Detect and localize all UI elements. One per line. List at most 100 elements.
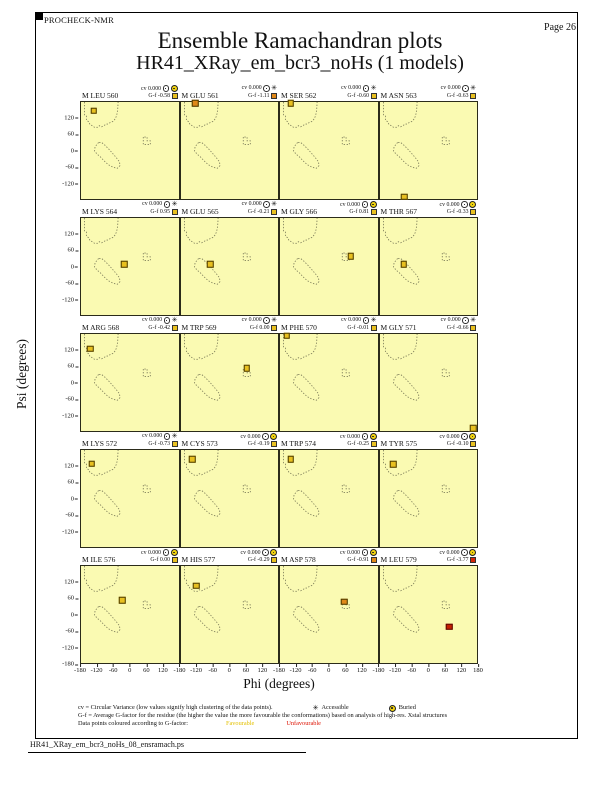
cv-line: cv 0.000	[141, 85, 178, 92]
gf-line: G-f -0.60	[347, 92, 377, 99]
plot-area	[279, 449, 379, 548]
beta-region-outline	[382, 566, 418, 592]
xtick-label: -180	[372, 663, 385, 674]
cv-dial-icon	[362, 317, 370, 324]
gf-swatch	[271, 324, 277, 331]
beta-region-outline	[382, 102, 418, 128]
gf-label: G-f -0.19	[247, 440, 270, 447]
page-subtitle: HR41_XRay_em_bcr3_noHs (1 models)	[136, 52, 464, 74]
corner-mark	[35, 12, 43, 20]
data-point	[446, 623, 453, 630]
cv-dial-icon	[361, 549, 368, 556]
gf-line: G-f 0.81	[349, 208, 377, 215]
ramachandran-cell: M TRP 574 cv 0.000 G-f -0.25	[279, 432, 379, 548]
accessible-star-icon: ✳	[370, 316, 377, 325]
beta-region-outline	[84, 102, 119, 128]
xtick-label: 0	[327, 663, 331, 674]
cv-label: cv 0.000	[440, 85, 461, 92]
gf-label: G-f -0.91	[347, 556, 369, 563]
left-handed-alpha-region-outline	[242, 136, 251, 146]
region-overlay	[183, 218, 251, 285]
gf-label: G-f -0.01	[347, 324, 369, 331]
residue-label: M TRP 569	[181, 323, 217, 332]
ramachandran-cell: M LEU 579 cv 0.000 G-f -3.77	[378, 548, 479, 664]
cv-label: cv 0.000	[440, 317, 461, 324]
ytick-label: 120	[64, 114, 78, 121]
cell-header: M ILE 576 cv 0.000 G-f 0.00	[80, 548, 180, 565]
plot-area	[378, 101, 478, 201]
plot-area	[179, 333, 279, 432]
cell-header: M ARG 568 cv 0.000 ✳ G-f -0.42	[80, 316, 180, 333]
data-point	[118, 596, 126, 604]
cv-dial-icon	[263, 317, 270, 324]
data-point	[400, 261, 408, 268]
gf-label: G-f -0.58	[148, 92, 170, 99]
ytick-label: 60	[67, 362, 78, 370]
cv-line: cv 0.000 ✳	[441, 85, 476, 92]
data-point	[192, 99, 199, 107]
buried-dot-icon	[369, 433, 377, 440]
plot-area	[80, 449, 180, 548]
plot-area	[279, 565, 379, 664]
left-handed-alpha-region-outline	[142, 600, 151, 610]
x-axis-title: Phi (degrees)	[243, 676, 315, 691]
ytick-label: 0	[70, 263, 79, 270]
ramachandran-cell: M LYS 572 cv 0.000 ✳ G-f -0.73	[80, 432, 180, 548]
left-handed-alpha-region-outline	[242, 484, 251, 494]
xtick-label: 60	[441, 663, 449, 674]
gf-swatch	[470, 440, 476, 447]
region-overlay	[283, 334, 350, 401]
ytick-label: 60	[67, 130, 78, 138]
cv-label: cv 0.000	[340, 201, 360, 208]
accessible-star-icon: ✳	[370, 84, 377, 93]
region-overlay	[84, 102, 151, 169]
legend-accessible-label: Accessible	[321, 704, 349, 711]
residue-label: M SER 562	[281, 91, 317, 100]
region-overlay	[84, 566, 151, 633]
ramachandran-cell: M THR 567 cv 0.000 G-f -0.33	[378, 200, 478, 316]
residue-label: M ILE 576	[82, 555, 116, 564]
ytick-label: 60	[67, 594, 78, 602]
cv-dial-icon	[462, 317, 469, 324]
cv-label: cv 0.000	[241, 201, 262, 208]
cell-header: M SER 562 cv 0.000 ✳ G-f -0.60	[279, 84, 379, 101]
data-point	[243, 365, 250, 372]
cell-header: M ASN 563 cv 0.000 ✳ G-f -0.63	[379, 84, 479, 101]
gf-label: G-f -0.33	[446, 208, 469, 215]
cv-dial-icon	[462, 85, 469, 92]
ramachandran-cell: M ILE 576 cv 0.000 G-f 0.00	[80, 548, 180, 664]
alpha-region-outline	[392, 489, 419, 517]
cv-label: cv 0.000	[142, 201, 163, 208]
beta-region-outline	[382, 334, 418, 360]
plot-area	[80, 217, 180, 316]
cell-header: M ASP 578 cv 0.000 G-f -0.91	[279, 548, 379, 565]
region-overlay	[283, 218, 350, 285]
gf-swatch	[171, 556, 178, 563]
cell-header: M LYS 564 cv 0.000 ✳ G-f 0.95	[80, 200, 180, 217]
cell-header: M LEU 579 cv 0.000 G-f -3.77	[379, 548, 479, 565]
xtick-label: -60	[108, 663, 118, 674]
ytick-label: -120	[62, 644, 78, 651]
gf-swatch	[271, 440, 277, 447]
cv-label: cv 0.000	[341, 85, 362, 92]
legend-line3: Data points coloured according to G-fact…	[78, 720, 188, 728]
beta-region-outline	[84, 566, 119, 592]
ytick-label: -120	[62, 528, 78, 535]
residue-label: M THR 567	[380, 207, 418, 216]
plot-area	[179, 217, 279, 316]
gf-line: G-f -0.63	[447, 92, 476, 99]
gf-label: G-f -3.77	[446, 556, 469, 563]
ramachandran-cell: M LEU 560 cv 0.000 G-f -0.58	[80, 84, 180, 200]
plot-area	[378, 217, 478, 316]
residue-label: M ASN 563	[380, 91, 417, 100]
region-overlay	[382, 450, 450, 517]
residue-label: M LYS 564	[82, 207, 118, 216]
gf-label: G-f -0.29	[247, 556, 270, 563]
ramachandran-cell: M TRP 569 cv 0.000 ✳ G-f 0.00	[179, 316, 279, 432]
cv-label: cv 0.000	[439, 433, 460, 440]
residue-label: M GLY 571	[380, 323, 417, 332]
cv-label: cv 0.000	[141, 549, 161, 556]
data-point	[469, 425, 477, 432]
gf-line: G-f -0.29	[247, 556, 277, 563]
page-title: Ensemble Ramachandran plots	[157, 28, 443, 53]
